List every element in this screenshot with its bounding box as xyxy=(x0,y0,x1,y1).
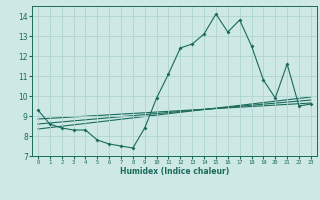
X-axis label: Humidex (Indice chaleur): Humidex (Indice chaleur) xyxy=(120,167,229,176)
